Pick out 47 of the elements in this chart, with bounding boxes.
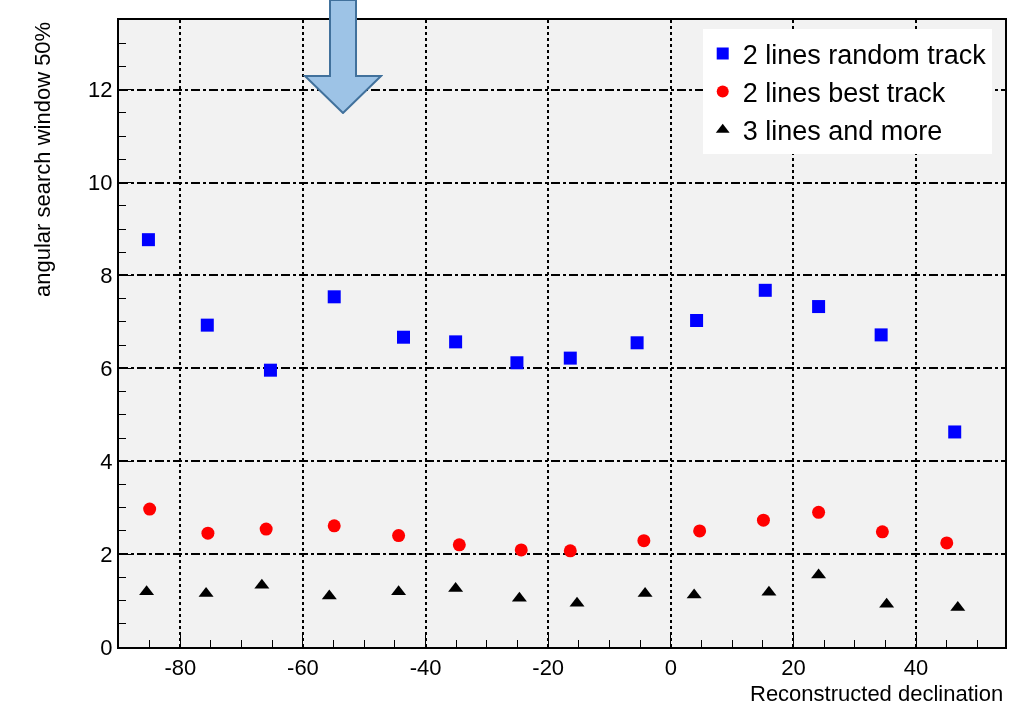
y-tick-label: 12 bbox=[88, 77, 113, 103]
y-tick-label: 6 bbox=[100, 356, 113, 382]
point bbox=[758, 283, 772, 297]
point bbox=[812, 300, 826, 314]
y-tick-label: 2 bbox=[100, 541, 113, 567]
y-tick-label: 10 bbox=[88, 170, 113, 196]
point bbox=[143, 502, 157, 516]
point bbox=[259, 522, 273, 536]
x-tick-label: -60 bbox=[287, 655, 319, 681]
point bbox=[327, 290, 341, 304]
legend-label: 3 lines and more bbox=[742, 116, 943, 147]
point bbox=[690, 314, 704, 327]
point bbox=[637, 534, 651, 548]
legend-label: 2 lines best track bbox=[742, 78, 946, 109]
y-tick-label: 8 bbox=[100, 263, 113, 289]
point bbox=[514, 543, 528, 557]
point bbox=[874, 328, 888, 342]
point bbox=[449, 335, 463, 349]
point bbox=[948, 425, 962, 439]
x-tick-label: 40 bbox=[903, 655, 929, 681]
point bbox=[510, 356, 524, 370]
x-tick-label: 0 bbox=[664, 655, 677, 681]
point bbox=[875, 525, 889, 539]
x-tick-label: 20 bbox=[781, 655, 806, 681]
point bbox=[397, 330, 410, 344]
y-tick-label: 0 bbox=[100, 634, 113, 660]
legend-label: 2 lines random track bbox=[742, 39, 987, 70]
point bbox=[392, 529, 406, 543]
y-axis-title: angular search window 50% bbox=[30, 21, 55, 297]
point bbox=[940, 536, 954, 550]
x-tick-label: -20 bbox=[532, 655, 565, 681]
point bbox=[452, 538, 466, 552]
point bbox=[327, 519, 341, 533]
point bbox=[263, 363, 277, 377]
point bbox=[201, 526, 215, 540]
x-axis-title: Reconstructed declination bbox=[750, 681, 1004, 706]
point bbox=[693, 524, 707, 538]
x-tick-label: -40 bbox=[409, 655, 442, 681]
point bbox=[563, 351, 577, 365]
point bbox=[200, 318, 214, 332]
x-tick-label: -80 bbox=[164, 655, 197, 681]
y-tick-label: 4 bbox=[100, 448, 113, 474]
point bbox=[812, 505, 826, 519]
point bbox=[630, 336, 644, 350]
point bbox=[141, 233, 155, 247]
point bbox=[563, 544, 577, 558]
point bbox=[756, 513, 770, 527]
